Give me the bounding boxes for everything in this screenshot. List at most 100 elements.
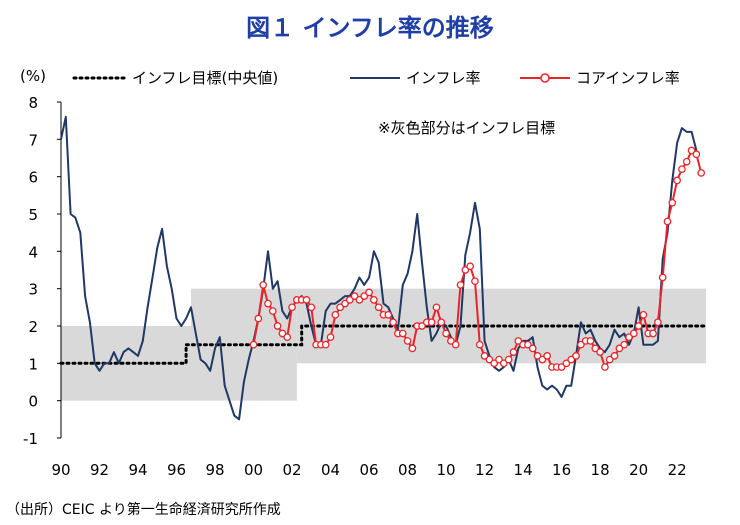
core-inflation-point: [663, 217, 672, 226]
core-inflation-point: [687, 146, 696, 155]
core-inflation-point: [514, 337, 523, 345]
core-inflation-point: [528, 344, 537, 353]
core-inflation-point: [615, 344, 624, 353]
x-tick-label: 08: [398, 461, 417, 479]
core-inflation-point: [577, 340, 585, 349]
core-inflation-point: [692, 150, 701, 159]
core-inflation-point: [490, 359, 499, 368]
core-inflation-point: [572, 352, 580, 360]
core-inflation-point: [634, 322, 643, 330]
core-inflation-point: [345, 296, 354, 304]
y-tick-label: 4: [28, 243, 38, 261]
y-tick-label: 2: [28, 318, 38, 336]
core-inflation-point: [331, 310, 340, 319]
core-inflation-point: [273, 322, 282, 330]
inflation-target-line: [59, 324, 708, 365]
core-inflation-point: [591, 344, 600, 353]
core-inflation-point: [403, 337, 412, 345]
core-inflation-point: [678, 165, 686, 174]
x-tick-label: 00: [244, 461, 263, 479]
core-inflation-point: [268, 307, 277, 315]
legend: インフレ目標(中央値) インフレ率 コアインフレ率: [72, 69, 680, 87]
core-inflation-point: [447, 337, 455, 345]
y-tick-label: 0: [28, 393, 38, 411]
core-inflation-point: [682, 157, 691, 166]
x-tick-label: 20: [629, 461, 648, 479]
x-tick-label: 14: [514, 461, 533, 479]
y-tick-label: 3: [28, 281, 38, 299]
y-tick-label: 7: [28, 131, 38, 149]
core-inflation-point: [586, 337, 595, 345]
core-inflation-point: [355, 296, 364, 304]
core-inflation-point: [437, 318, 446, 327]
core-inflation-point: [336, 303, 345, 312]
x-tick-label: 18: [591, 461, 610, 479]
legend-label-core: コアインフレ率: [576, 69, 680, 87]
core-inflation-point: [601, 363, 609, 371]
core-inflation-point: [307, 303, 316, 312]
core-inflation-point: [471, 277, 479, 286]
core-inflation-point: [567, 355, 576, 364]
core-inflation-point: [639, 310, 648, 319]
x-tick-label: 16: [552, 461, 571, 479]
core-inflation-point: [596, 348, 604, 356]
core-inflation-point: [442, 329, 450, 338]
core-inflation-point: [625, 333, 633, 342]
core-inflation-point: [427, 318, 436, 327]
core-inflation-point: [365, 288, 373, 297]
core-inflation-point: [389, 318, 397, 327]
core-inflation-point: [475, 340, 484, 349]
legend-swatch-core-marker: [540, 73, 550, 83]
core-inflation-point: [456, 281, 465, 289]
x-tick-label: 92: [90, 461, 109, 479]
core-inflation-point: [533, 352, 542, 360]
core-inflation-point: [538, 355, 547, 364]
x-tick-label: 10: [437, 461, 456, 479]
x-tick-label: 06: [360, 461, 379, 479]
core-inflation-point: [673, 176, 681, 185]
core-inflation-point: [418, 322, 426, 330]
x-tick-label: 94: [128, 461, 147, 479]
core-inflation-point: [610, 352, 619, 360]
core-inflation-point: [499, 359, 508, 368]
core-inflation-point: [461, 266, 470, 274]
core-inflation-point: [504, 355, 513, 364]
core-inflation-point: [480, 352, 489, 360]
core-inflation-point: [283, 333, 292, 342]
core-inflation-point: [451, 340, 460, 349]
core-inflation-point: [658, 273, 667, 282]
core-inflation-point: [249, 340, 258, 349]
x-tick-label: 12: [475, 461, 494, 479]
core-inflation-rate-line: [252, 149, 703, 369]
y-tick-label: 1: [28, 355, 38, 373]
core-inflation-point: [697, 169, 706, 177]
core-inflation-point: [278, 329, 287, 338]
core-inflation-point: [432, 303, 441, 312]
gray-area-annotation: ※灰色部分はインフレ目標: [378, 119, 555, 137]
y-tick-label: -1: [23, 430, 38, 448]
core-inflation-point: [264, 299, 272, 308]
core-inflation-point: [620, 340, 629, 349]
core-inflation-point: [360, 292, 369, 300]
x-tick-label: 22: [668, 461, 687, 479]
core-inflation-point: [605, 355, 614, 364]
core-inflation-point: [254, 314, 263, 323]
core-inflation-point: [326, 333, 335, 342]
core-inflation-point: [543, 352, 552, 360]
core-inflation-point: [524, 340, 532, 349]
core-inflation-point: [384, 310, 393, 319]
source-note: （出所）CEIC より第一生命経済研究所作成: [6, 502, 281, 518]
core-inflation-point: [562, 359, 571, 368]
core-inflation-point: [466, 262, 474, 271]
chart-title: 図１ インフレ率の推移: [246, 14, 494, 42]
core-inflation-point: [370, 296, 378, 304]
core-inflation-point: [629, 329, 638, 338]
core-inflation-point: [302, 296, 311, 304]
y-axis-label: (%): [20, 67, 46, 85]
core-inflation-point: [259, 281, 268, 289]
core-inflation-point: [288, 303, 296, 312]
x-tick-label: 98: [205, 461, 224, 479]
core-inflation-point: [350, 292, 359, 300]
